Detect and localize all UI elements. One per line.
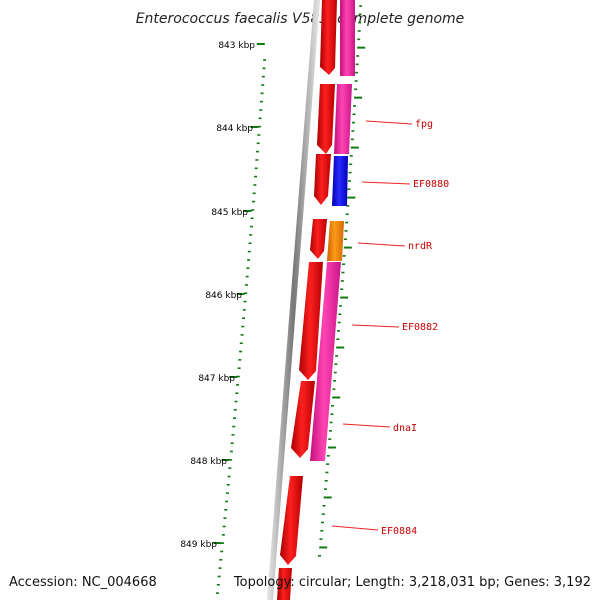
label-leader-line	[365, 120, 413, 125]
gene-label-nrdR[interactable]: nrdR	[408, 241, 433, 252]
cds-feature[interactable]	[320, 0, 337, 75]
tick-label: 843 kbp	[218, 41, 255, 51]
label-leader-line	[331, 525, 379, 531]
ruler-labels: 843 kbp 844 kbp 845 kbp 846 kbp 847 kbp …	[180, 41, 255, 550]
function-feature[interactable]	[340, 0, 355, 76]
cds-feature[interactable]	[317, 84, 335, 154]
function-feature[interactable]	[327, 221, 344, 261]
cds-track	[277, 0, 337, 600]
cds-feature[interactable]	[280, 476, 303, 565]
genome-summary-text: Topology: circular; Length: 3,218,031 bp…	[233, 575, 591, 590]
gene-label-EF0882[interactable]: EF0882	[402, 322, 438, 333]
cds-feature[interactable]	[299, 262, 323, 380]
tick-label: 845 kbp	[211, 208, 248, 218]
accession-text: Accession: NC_004668	[9, 575, 157, 590]
gene-label-EF0880[interactable]: EF0880	[413, 179, 449, 190]
tick-label: 846 kbp	[205, 291, 242, 301]
tick-label: 844 kbp	[216, 124, 253, 134]
genome-backbone	[267, 0, 320, 600]
cds-feature[interactable]	[314, 154, 331, 205]
label-leader-line	[342, 423, 391, 428]
gene-label-dnaI[interactable]: dnaI	[393, 423, 417, 434]
tick-label: 849 kbp	[180, 540, 217, 550]
cds-feature[interactable]	[310, 219, 327, 259]
map-title: Enterococcus faecalis V583, complete gen…	[136, 11, 465, 27]
ruler-ticks	[213, 5, 366, 594]
cds-feature[interactable]	[291, 381, 315, 458]
function-feature[interactable]	[310, 262, 341, 461]
function-feature[interactable]	[332, 156, 348, 206]
cds-feature[interactable]	[277, 568, 292, 600]
gene-label-EF0884[interactable]: EF0884	[381, 526, 417, 537]
function-track	[310, 0, 355, 461]
label-leader-line	[357, 242, 406, 247]
label-leader-line	[361, 181, 411, 185]
gene-label-fpg[interactable]: fpg	[415, 119, 433, 130]
gene-labels: fpg EF0880 nrdR EF0882 dnaI EF0884	[331, 119, 449, 537]
tick-label: 847 kbp	[198, 374, 235, 384]
label-leader-line	[351, 324, 400, 328]
tick-label: 848 kbp	[190, 457, 227, 467]
function-feature[interactable]	[334, 84, 352, 154]
